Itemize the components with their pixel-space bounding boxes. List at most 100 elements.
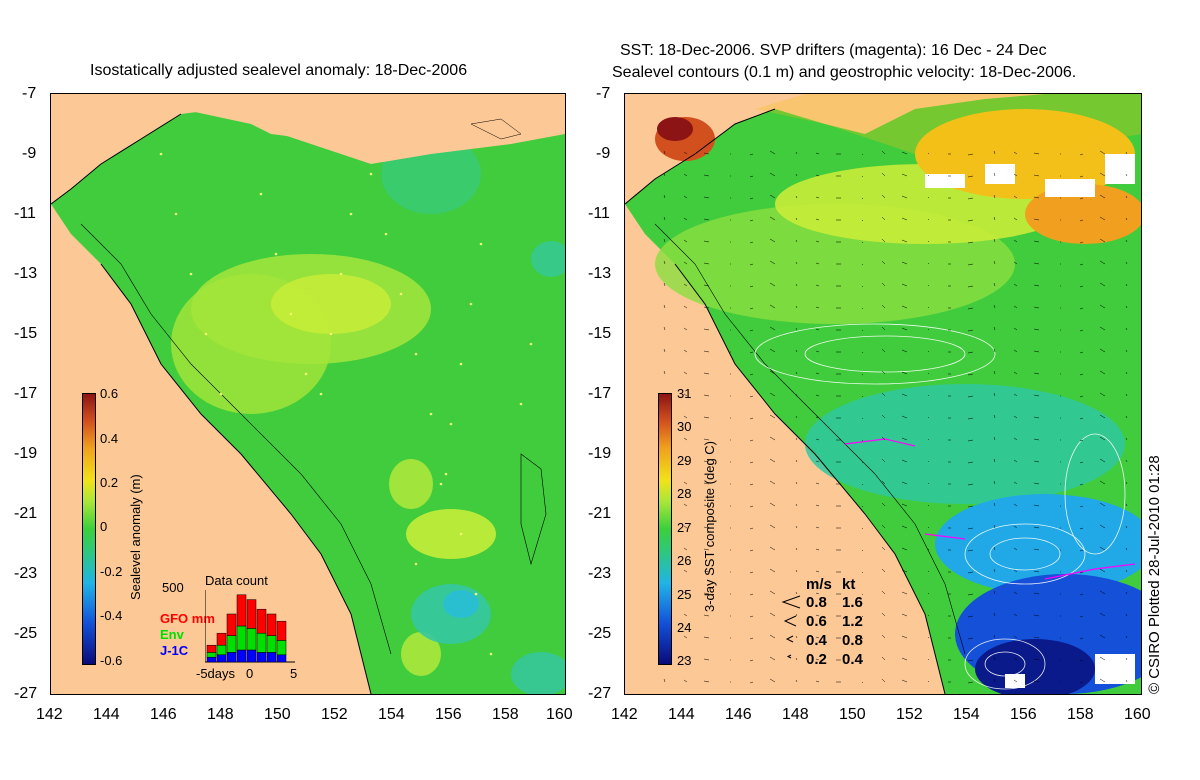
- velocity-vector: [1125, 437, 1128, 441]
- right-panel-title-line1: SST: 18-Dec-2006. SVP drifters (magenta)…: [620, 42, 1047, 59]
- velocity-vector: [769, 150, 776, 155]
- velocity-vector: [795, 657, 798, 661]
- velocity-vector: [703, 592, 710, 595]
- velocity-vector: [769, 612, 776, 617]
- velocity-vector: [1033, 306, 1040, 309]
- velocity-vector: [663, 216, 666, 221]
- velocity-vector: [1033, 152, 1040, 155]
- velocity-vector: [1125, 217, 1128, 221]
- lon-tick: 148: [782, 706, 809, 723]
- velocity-kt: 0.4: [842, 651, 863, 668]
- velocity-vector: [927, 636, 930, 639]
- velocity-vector: [881, 238, 886, 243]
- velocity-vector: [881, 304, 886, 309]
- velocity-vector: [1099, 656, 1106, 661]
- data-count-bar: [276, 640, 287, 656]
- lat-tick: -11: [14, 205, 36, 222]
- velocity-vector: [795, 679, 798, 683]
- velocity-vector: [967, 571, 974, 574]
- velocity-vector: [703, 174, 710, 177]
- lat-tick: -27: [14, 685, 38, 702]
- velocity-vector: [993, 414, 996, 419]
- data-count-bar: [266, 652, 277, 663]
- velocity-vector: [815, 240, 820, 243]
- velocity-vector: [815, 504, 820, 507]
- data-count-ymax: 500: [162, 580, 184, 595]
- lon-tick: 160: [1124, 706, 1151, 723]
- velocity-vector: [1125, 305, 1128, 309]
- velocity-vector: [749, 527, 754, 530]
- data-count-bar: [246, 649, 257, 663]
- velocity-vector: [1125, 547, 1128, 551]
- velocity-vector: [927, 526, 930, 529]
- velocity-vector: [1079, 329, 1084, 332]
- velocity-vector: [967, 615, 974, 618]
- data-count-bar: [266, 635, 277, 653]
- velocity-vector: [703, 350, 710, 353]
- velocity-vector: [663, 282, 666, 287]
- velocity-vector: [967, 351, 974, 354]
- velocity-vector: [1125, 657, 1128, 661]
- velocity-vector: [749, 637, 754, 640]
- sealevel-anomaly-map[interactable]: [50, 93, 566, 695]
- velocity-vector: [815, 152, 820, 155]
- velocity-vector: [861, 351, 864, 354]
- velocity-vector: [795, 327, 798, 331]
- velocity-vector: [1013, 415, 1018, 419]
- velocity-vector: [927, 438, 930, 441]
- lat-tick: -27: [588, 685, 612, 702]
- velocity-vector: [881, 656, 886, 661]
- sst-map[interactable]: [624, 93, 1142, 695]
- velocity-vector: [861, 153, 864, 156]
- velocity-vector: [703, 658, 710, 661]
- velocity-vector: [1079, 483, 1084, 486]
- lat-tick: -23: [588, 565, 612, 582]
- velocity-vector: [1033, 438, 1040, 441]
- velocity-vector: [815, 570, 820, 573]
- velocity-vector: [1079, 637, 1084, 640]
- velocity-vector: [795, 635, 798, 639]
- velocity-vector: [795, 217, 798, 221]
- velocity-vector: [795, 151, 798, 155]
- velocity-vector: [881, 480, 886, 485]
- velocity-vector: [663, 348, 666, 353]
- velocity-vector: [881, 282, 886, 287]
- velocity-kt: 1.2: [842, 613, 863, 630]
- velocity-vector: [815, 372, 820, 375]
- velocity-vector: [1125, 525, 1128, 529]
- lon-tick: 156: [1010, 706, 1037, 723]
- velocity-vector: [1099, 458, 1106, 463]
- velocity-vector: [967, 659, 974, 662]
- velocity-vector: [881, 502, 886, 507]
- lat-tick: -19: [14, 445, 38, 462]
- velocity-vector: [1125, 569, 1128, 573]
- velocity-vector: [1013, 305, 1018, 309]
- velocity-vector: [703, 482, 710, 485]
- velocity-vector: [1079, 373, 1084, 376]
- velocity-vector: [815, 196, 820, 199]
- sst-tick: 31: [677, 386, 692, 401]
- lon-tick: 154: [953, 706, 980, 723]
- velocity-vector: [881, 678, 886, 683]
- velocity-vector: [861, 263, 864, 266]
- lon-tick: 142: [611, 706, 638, 723]
- velocity-vector: [1013, 151, 1018, 155]
- velocity-vector: [1099, 502, 1106, 507]
- velocity-vector: [683, 151, 688, 155]
- velocity-vector: [861, 461, 864, 464]
- velocity-vector: [1099, 326, 1106, 331]
- velocity-vector: [901, 437, 908, 441]
- velocity-vector: [663, 238, 666, 243]
- velocity-vector: [769, 260, 776, 265]
- data-count-bar: [256, 632, 267, 653]
- velocity-vector: [795, 525, 798, 529]
- velocity-vector: [795, 393, 798, 397]
- velocity-vector: [1013, 283, 1018, 287]
- velocity-vector: [683, 327, 688, 331]
- legend-j1c: J-1C: [160, 643, 189, 658]
- velocity-vector: [1079, 527, 1084, 530]
- velocity-vector: [795, 261, 798, 265]
- velocity-vector: [1079, 263, 1084, 266]
- velocity-vector: [1033, 240, 1040, 243]
- sst-tick: 27: [677, 520, 692, 535]
